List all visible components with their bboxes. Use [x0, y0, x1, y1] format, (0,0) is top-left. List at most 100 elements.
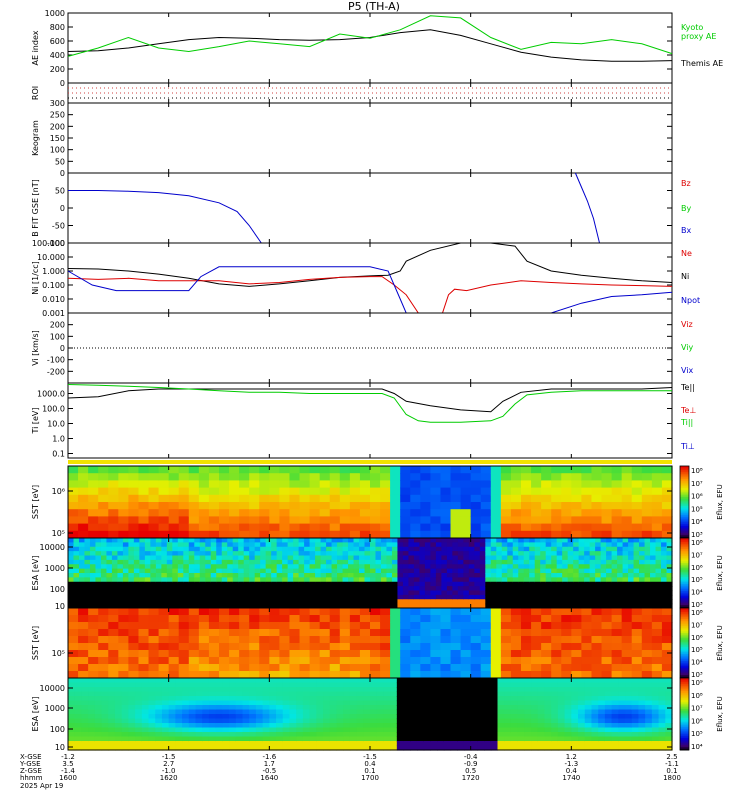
spectrogram-cell [95, 546, 102, 552]
spectrogram-cell [512, 542, 519, 548]
spectrogram-cell [183, 590, 190, 596]
spectrogram-cell [403, 696, 411, 702]
spectrogram-cell [208, 664, 220, 672]
spectrogram-cell [269, 509, 280, 517]
spectrogram-cell [364, 599, 371, 605]
spectrogram-cell [188, 523, 200, 532]
colorbar-cell [680, 571, 689, 574]
spectrogram-cell [349, 700, 358, 706]
spectrogram-cell [598, 741, 606, 747]
spectrogram-cell [541, 608, 552, 616]
spectrogram-cell [430, 615, 442, 623]
spectrogram-cell [243, 542, 250, 548]
spectrogram-cell [229, 678, 237, 684]
spectrogram-cell [276, 745, 284, 751]
colorbar-cell [680, 665, 689, 668]
spectrogram-cell [235, 682, 244, 688]
spectrogram-cell [298, 577, 305, 583]
spectrogram-cell [106, 577, 113, 583]
spectrogram-cell [480, 466, 492, 474]
spectrogram-cell [219, 671, 230, 679]
spectrogram-cell [446, 573, 453, 578]
spectrogram-cell [101, 700, 109, 706]
spectrogram-cell [68, 643, 79, 651]
spectrogram-cell [413, 577, 421, 583]
spectrogram-cell [296, 696, 304, 702]
spectrogram-cell [323, 736, 331, 742]
spectrogram-cell [238, 546, 245, 552]
spectrogram-cell [581, 622, 593, 630]
spectrogram-cell [517, 723, 525, 729]
spectrogram-cell [98, 530, 109, 539]
ytick-label: 200 [50, 65, 65, 74]
spectrogram-cell [604, 696, 613, 702]
colorbar-cell [680, 505, 689, 508]
spectrogram-cell [249, 542, 256, 548]
spectrogram-cell [139, 568, 146, 574]
spectrogram-cell [531, 643, 542, 651]
spectrogram-cell [386, 581, 393, 587]
spectrogram-cell [537, 691, 546, 697]
spectrogram-cell [265, 559, 272, 565]
spectrogram-cell [470, 678, 478, 684]
spectrogram-cell [144, 551, 151, 557]
spectrogram-cell [410, 723, 418, 729]
spectrogram-cell [331, 551, 338, 557]
spectrogram-cell [309, 487, 321, 496]
spectrogram-cell [551, 678, 559, 684]
spectrogram-cell [319, 487, 331, 496]
spectrogram-cell [161, 732, 170, 738]
spectrogram-cell [175, 718, 183, 724]
spectrogram-cell [155, 714, 163, 720]
spectrogram-cell [135, 705, 143, 711]
spectrogram-cell [202, 696, 210, 702]
spectrogram-cell [423, 709, 431, 715]
spectrogram-cell [117, 590, 124, 596]
spectrogram-cell [118, 636, 129, 644]
spectrogram-cell [633, 559, 640, 565]
spectrogram-cell [339, 509, 351, 517]
spectrogram-cell [375, 555, 382, 561]
spectrogram-cell [269, 741, 277, 747]
spectrogram-cell [386, 564, 393, 570]
spectrogram-cell [507, 594, 514, 600]
spectrogram-cell [470, 682, 478, 688]
spectrogram-cell [299, 636, 311, 644]
colorbar-cell [680, 719, 689, 722]
spectrogram-cell [114, 727, 123, 733]
spectrogram-cell [343, 682, 351, 688]
spectrogram-cell [551, 718, 559, 724]
spectrogram-cell [584, 727, 593, 733]
spectrogram-cell [320, 538, 327, 543]
spectrogram-cell [531, 682, 539, 688]
spectrogram-cell [650, 542, 657, 548]
spectrogram-cell [172, 559, 179, 565]
spectrogram-cell [78, 615, 89, 623]
spectrogram-cell [611, 714, 619, 720]
spectrogram-cell [556, 555, 563, 561]
spectrogram-cell [289, 709, 297, 715]
spectrogram-cell [625, 718, 633, 724]
spectrogram-cell [98, 487, 109, 496]
spectrogram-cell [331, 573, 338, 578]
spectrogram-cell [410, 727, 418, 733]
spectrogram-cell [299, 516, 311, 525]
spectrogram-cell [182, 723, 190, 729]
spectrogram-cell [158, 494, 170, 503]
spectrogram-cell [148, 473, 160, 481]
spectrogram-cell [631, 700, 640, 706]
spectrogram-cell [215, 696, 223, 702]
spectrogram-cell [235, 678, 244, 684]
colorbar-cell [680, 527, 689, 530]
spectrogram-cell [600, 573, 607, 578]
spectrogram-cell [400, 643, 411, 651]
spectrogram-cell [651, 732, 660, 738]
spectrogram-cell [232, 555, 239, 561]
spectrogram-cell [650, 564, 657, 570]
spectrogram-cell [490, 615, 502, 623]
spectrogram-cell [168, 622, 180, 630]
spectrogram-cell [349, 516, 361, 525]
spectrogram-cell [100, 603, 108, 609]
spectrogram-cell [183, 603, 190, 609]
spectrogram-cell [386, 603, 393, 609]
